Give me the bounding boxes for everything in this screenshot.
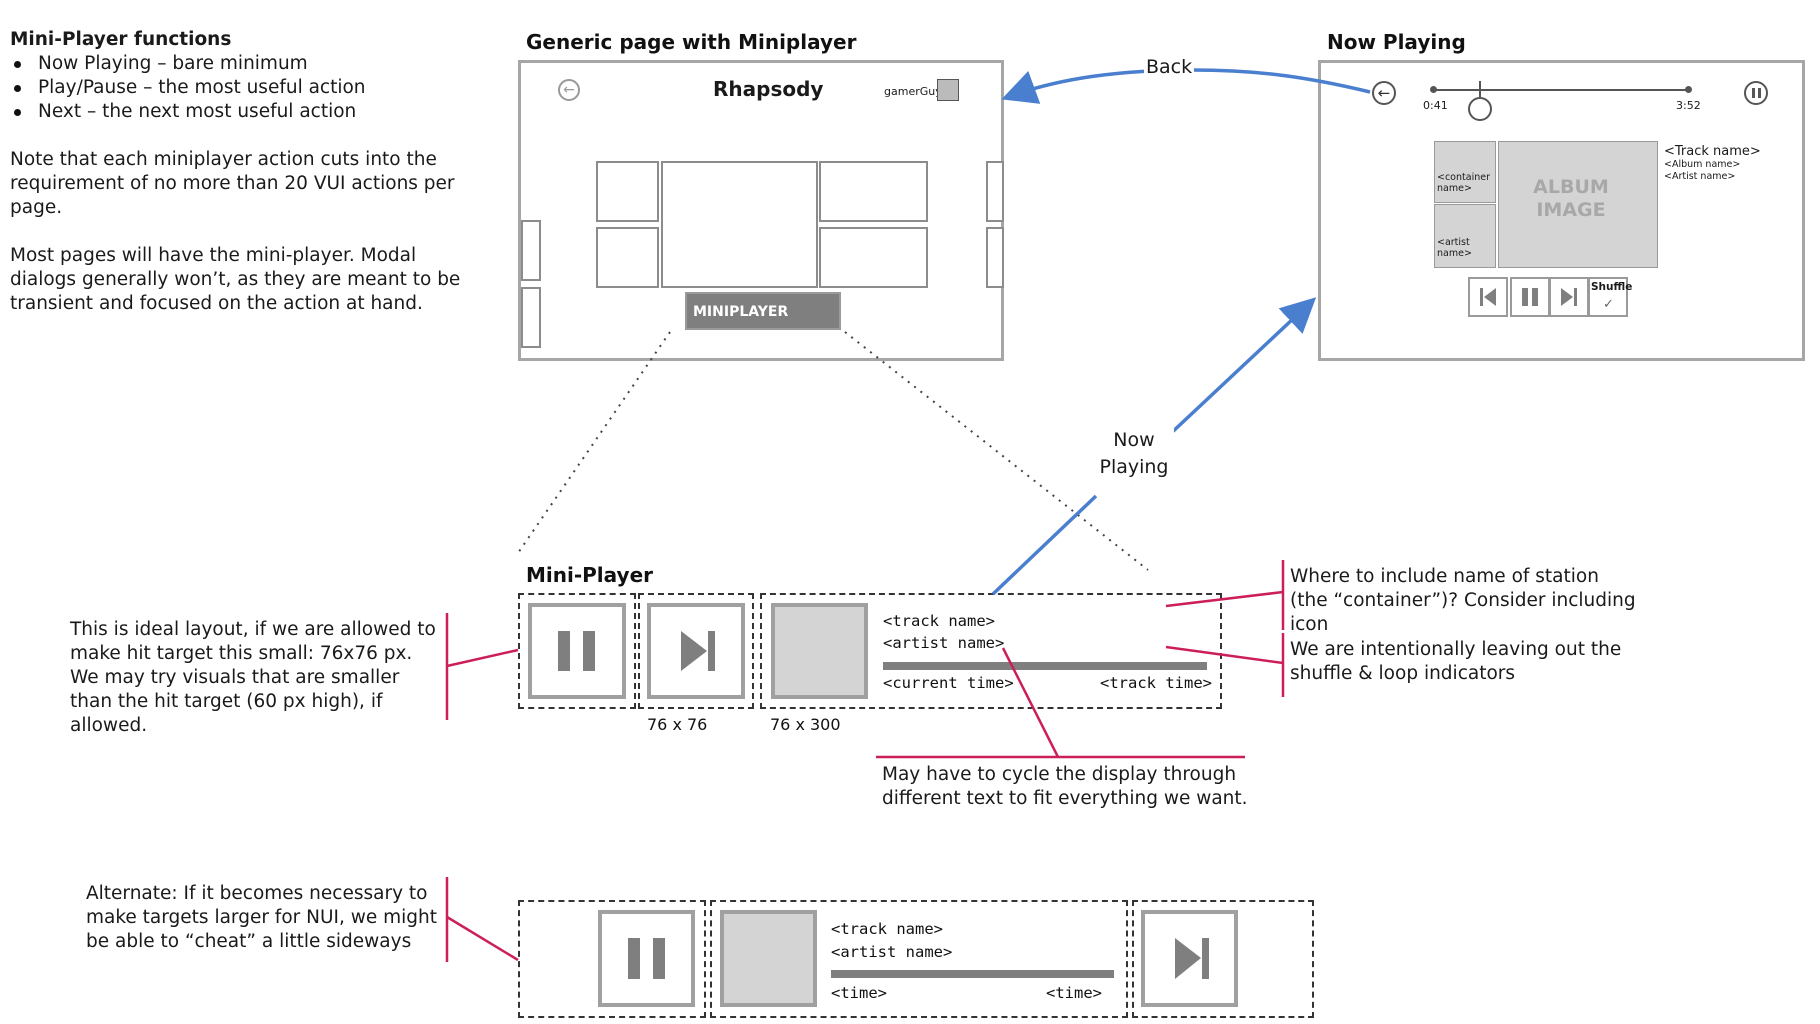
check-icon: ✓ [1603,297,1614,312]
button-size-label: 76 x 76 [647,715,708,734]
progress-end-dot [1685,86,1692,93]
app-title: Rhapsody [713,77,824,101]
content-tile[interactable] [596,227,659,288]
alt-next-button[interactable] [1141,910,1238,1007]
content-tile[interactable] [819,227,928,288]
now-playing-arrow-upper [1166,297,1317,438]
content-tile[interactable] [521,287,541,348]
track-info: <Track name> <Album name> <Artist name> [1664,145,1761,183]
progress-track[interactable] [1433,89,1689,91]
album-name: <Album name> [1664,159,1741,170]
next-icon [681,631,715,671]
next-icon [1561,288,1577,306]
mini-progress-bar [883,662,1207,670]
content-tile[interactable] [521,220,541,281]
mini-track-name: <track name> [883,612,995,630]
alt-artist-name: <artist name> [831,943,953,961]
generic-page-heading: Generic page with Miniplayer [526,30,857,54]
container-tile[interactable]: <container name> [1434,141,1496,203]
pause-button[interactable] [1510,277,1550,317]
now-playing-frame: ← 0:41 3:52 <container name> <artist nam… [1318,60,1805,361]
functions-notes: Mini-Player functions Now Playing – bare… [10,28,485,340]
content-tile[interactable] [986,161,1004,222]
mini-artist-name: <artist name> [883,634,1005,652]
track-name: <Track name> [1664,144,1761,159]
alternate-right-target [1132,900,1314,1018]
alternate-left-target [518,900,706,1018]
content-tile[interactable] [661,161,818,288]
function-item: Next – the next most useful action [10,100,485,124]
mini-track-time: <track time> [1100,674,1212,692]
miniplayer-bar[interactable]: MINIPLAYER [685,292,841,330]
next-icon [1175,938,1209,979]
previous-button[interactable] [1468,277,1508,317]
elapsed-time: 0:41 [1423,99,1448,112]
next-hit-target [638,593,754,709]
user-name[interactable]: gamerGuy [884,85,942,98]
generic-page-frame: ← Rhapsody gamerGuy MINIPLAYER [518,60,1004,361]
playhead-knob[interactable] [1468,97,1492,121]
shuffle-label: Shuffle [1591,281,1633,293]
pause-button[interactable] [528,603,626,699]
vui-note: Note that each miniplayer action cuts in… [10,149,455,218]
pause-icon[interactable] [1744,81,1768,105]
mini-player-heading: Mini-Player [526,563,654,587]
next-button[interactable] [1549,277,1589,317]
artist-label: <artist name> [1437,237,1472,259]
back-icon[interactable]: ← [558,79,580,101]
ideal-layout-note: This is ideal layout, if we are allowed … [70,619,436,736]
artist-tile[interactable]: <artist name> [1434,204,1496,268]
alternate-note: Alternate: If it becomes necessary to ma… [86,883,438,952]
container-label: <container name> [1437,172,1490,194]
avatar[interactable] [937,79,959,101]
pause-icon [1522,288,1538,306]
station-name-note: Where to include name of station (the “c… [1290,566,1636,635]
functions-heading: Mini-Player functions [10,29,232,50]
content-tile[interactable] [819,161,928,222]
alt-time-left: <time> [831,984,887,1002]
now-playing-arrow-label: Now Playing [1094,427,1174,481]
album-image: ALBUM IMAGE [1498,141,1658,268]
functions-list: Now Playing – bare minimum Play/Pause – … [10,52,485,124]
function-item: Play/Pause – the most useful action [10,76,485,100]
artist-name: <Artist name> [1664,171,1736,182]
pause-icon [558,631,595,671]
mini-current-time: <current time> [883,674,1014,692]
function-item: Now Playing – bare minimum [10,52,485,76]
alt-album-art[interactable] [720,910,817,1007]
total-time: 3:52 [1676,99,1701,112]
album-image-label: ALBUM IMAGE [1533,176,1609,221]
progress-tick [1479,81,1481,97]
previous-icon [1480,288,1496,306]
pause-hit-target [518,593,636,709]
album-art[interactable] [771,603,868,699]
alt-pause-button[interactable] [598,910,695,1007]
shuffle-loop-note: We are intentionally leaving out the shu… [1290,639,1622,684]
progress-start-dot [1430,86,1437,93]
alternate-center-target [710,900,1128,1018]
content-tile[interactable] [596,161,659,222]
now-playing-heading: Now Playing [1327,30,1466,54]
pause-icon [628,938,665,979]
alt-progress-bar [831,970,1114,978]
zoom-line-left [517,331,671,554]
alt-track-name: <track name> [831,920,943,938]
next-button[interactable] [647,603,745,699]
content-tile[interactable] [986,227,1004,288]
back-arrow-label: Back [1144,56,1195,78]
alt-time-right: <time> [1046,984,1102,1002]
now-playing-arrow-lower [991,494,1098,596]
shuffle-toggle[interactable]: Shuffle ✓ [1588,277,1632,317]
modal-note: Most pages will have the mini-player. Mo… [10,245,461,314]
cycle-display-note: May have to cycle the display through di… [882,764,1248,809]
back-icon[interactable]: ← [1372,81,1396,105]
info-size-label: 76 x 300 [770,715,841,734]
